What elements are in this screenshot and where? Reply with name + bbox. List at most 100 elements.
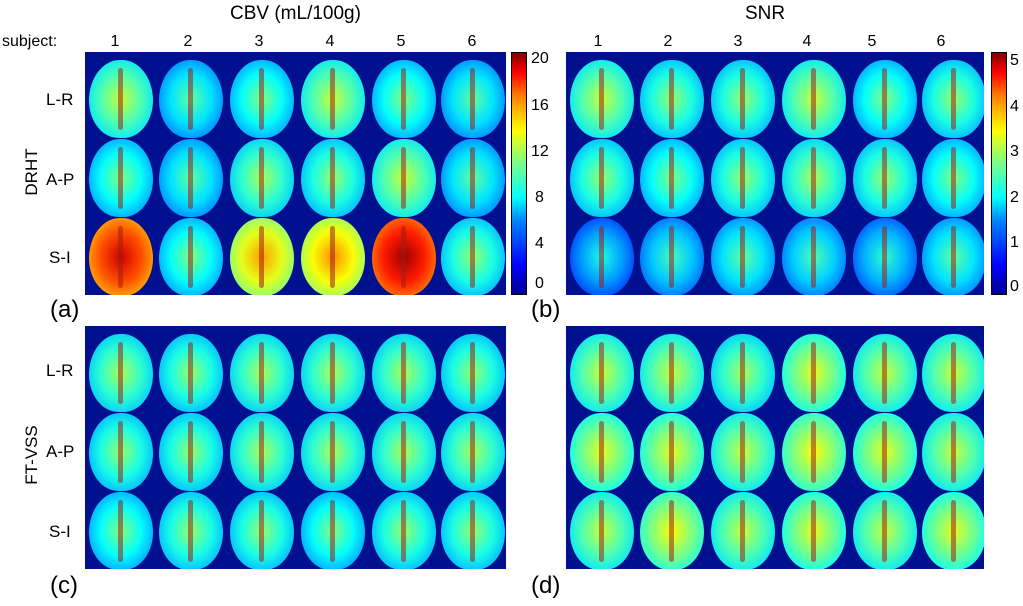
brain-slice [640, 60, 704, 138]
snr-tick-2: 2 [1010, 189, 1019, 206]
brain-slice [230, 413, 294, 491]
subject-6-right: 6 [936, 33, 946, 50]
brain-slice [159, 60, 223, 138]
colorbar-snr [991, 52, 1007, 295]
brain-slice [782, 492, 846, 569]
brain-slice [570, 334, 634, 412]
brain-slice [922, 60, 984, 138]
brain-slice [640, 334, 704, 412]
subject-6-left: 6 [467, 33, 477, 50]
brain-slice [922, 334, 984, 412]
snr-tick-4: 4 [1010, 98, 1019, 115]
panel-letter-d: (d) [531, 572, 561, 599]
cbv-tick-12: 12 [531, 143, 549, 160]
row-label-lr-top: L-R [46, 90, 74, 109]
subject-4-right: 4 [802, 33, 812, 50]
brain-slice [853, 413, 917, 491]
brain-slice [372, 334, 436, 412]
row-label-ap-top: A-P [46, 170, 75, 189]
brain-slice [853, 60, 917, 138]
panel-letter-c: (c) [50, 572, 78, 599]
brain-slice [230, 60, 294, 138]
group-label-ftvss: FT-VSS [22, 425, 41, 485]
brain-slice [441, 218, 505, 295]
brain-slice [922, 218, 984, 295]
brain-slice [853, 334, 917, 412]
cbv-tick-20: 20 [531, 50, 549, 67]
brain-slice [782, 60, 846, 138]
brain-slice [922, 139, 984, 217]
brain-slice [230, 139, 294, 217]
brain-slice [301, 413, 365, 491]
brain-slice [301, 139, 365, 217]
brain-slice [782, 139, 846, 217]
subject-5-right: 5 [867, 33, 877, 50]
brain-slice [853, 218, 917, 295]
brain-slice [372, 413, 436, 491]
brain-slice [711, 492, 775, 569]
brain-slice [372, 60, 436, 138]
brain-slice [89, 218, 153, 295]
cbv-tick-4: 4 [535, 235, 544, 252]
brain-slice [570, 60, 634, 138]
brain-slice [570, 492, 634, 569]
brain-slice [89, 413, 153, 491]
panel-b-snr-drht [566, 52, 984, 295]
panel-letter-b: (b) [531, 296, 561, 323]
brain-slice [640, 139, 704, 217]
row-label-si-top: S-I [49, 248, 71, 267]
brain-slice [441, 139, 505, 217]
subject-label: subject: [2, 33, 58, 50]
cbv-tick-16: 16 [531, 97, 549, 114]
brain-slice [711, 334, 775, 412]
brain-slice [640, 413, 704, 491]
row-label-si-bottom: S-I [49, 522, 71, 541]
colorbar-cbv [511, 52, 527, 295]
brain-slice [159, 492, 223, 569]
brain-slice [570, 218, 634, 295]
panel-letter-a: (a) [50, 296, 80, 323]
brain-slice [230, 218, 294, 295]
panel-d-snr-ftvss [566, 326, 984, 569]
cbv-tick-0: 0 [535, 275, 544, 292]
subject-1-left: 1 [110, 33, 120, 50]
brain-slice [89, 60, 153, 138]
brain-slice [159, 334, 223, 412]
subject-5-left: 5 [396, 33, 406, 50]
brain-slice [230, 334, 294, 412]
brain-slice [711, 60, 775, 138]
panel-a-cbv-drht [85, 52, 506, 295]
brain-slice [711, 218, 775, 295]
snr-tick-3: 3 [1010, 143, 1019, 160]
snr-tick-5: 5 [1010, 52, 1019, 69]
subject-4-left: 4 [325, 33, 335, 50]
panel-c-cbv-ftvss [85, 326, 506, 569]
row-label-ap-bottom: A-P [46, 442, 75, 461]
brain-slice [89, 334, 153, 412]
brain-slice [640, 492, 704, 569]
brain-slice [922, 413, 984, 491]
right-title: SNR [745, 3, 786, 24]
brain-slice [89, 492, 153, 569]
brain-slice [372, 139, 436, 217]
brain-slice [922, 492, 984, 569]
brain-slice [301, 60, 365, 138]
brain-slice [372, 492, 436, 569]
subject-2-right: 2 [663, 33, 673, 50]
brain-slice [782, 413, 846, 491]
brain-slice [372, 218, 436, 295]
brain-slice [441, 492, 505, 569]
cbv-tick-8: 8 [535, 189, 544, 206]
subject-2-left: 2 [183, 33, 193, 50]
snr-tick-0: 0 [1010, 278, 1019, 295]
brain-slice [230, 492, 294, 569]
brain-slice [159, 413, 223, 491]
left-title: CBV (mL/100g) [230, 3, 361, 24]
brain-slice [570, 413, 634, 491]
brain-slice [570, 139, 634, 217]
brain-slice [853, 492, 917, 569]
snr-tick-1: 1 [1010, 234, 1019, 251]
row-label-lr-bottom: L-R [46, 361, 74, 380]
brain-slice [301, 218, 365, 295]
brain-slice [441, 334, 505, 412]
